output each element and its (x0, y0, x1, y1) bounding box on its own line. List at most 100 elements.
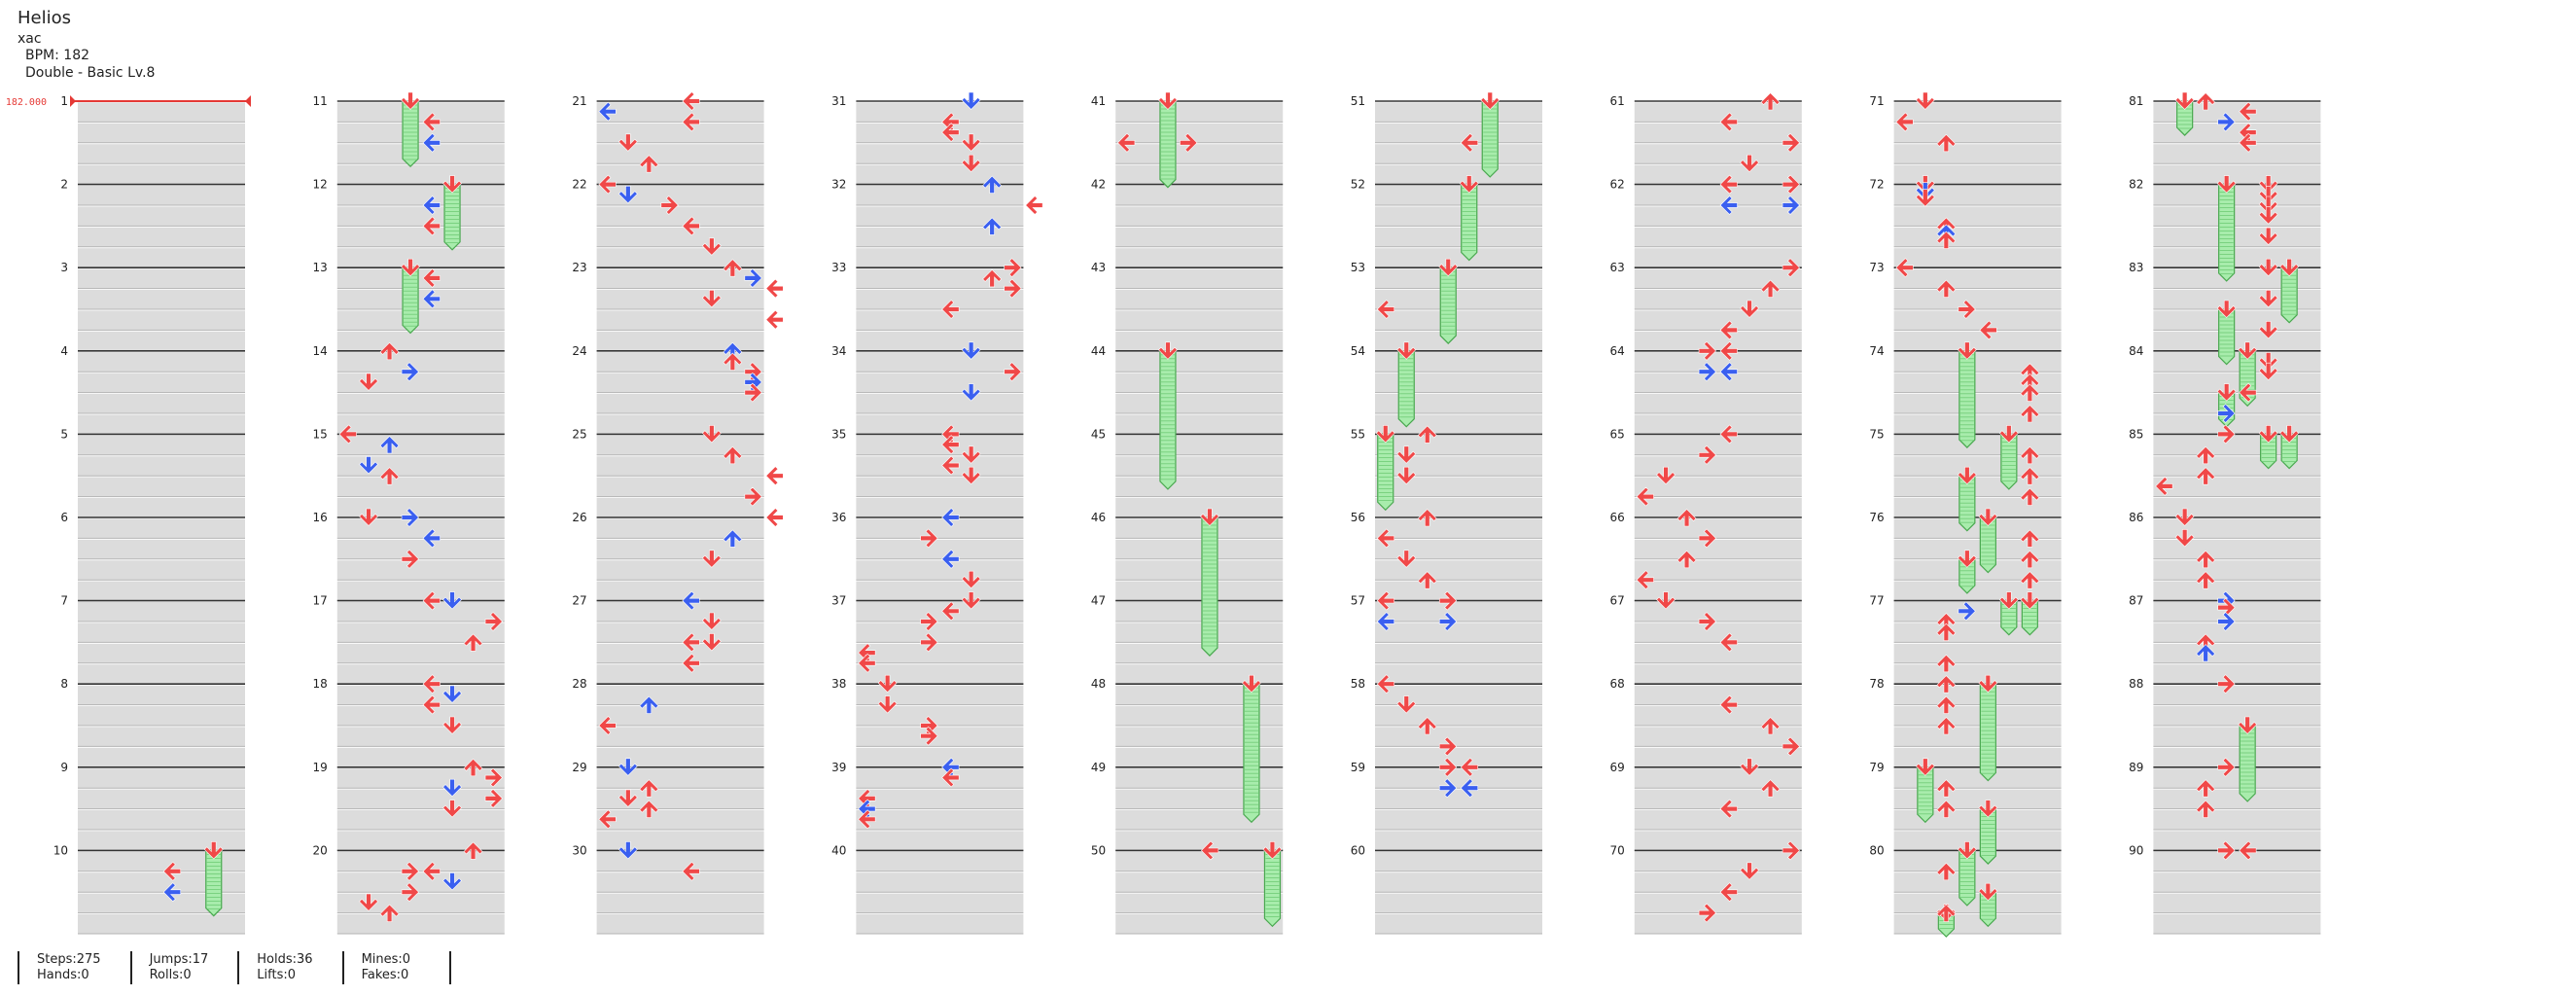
arrow-note-down (2258, 227, 2278, 246)
beat-band (1634, 914, 1802, 934)
arrow-note-left (598, 809, 617, 830)
beat-band (596, 914, 764, 934)
beat-band (78, 248, 245, 268)
measure-number: 77 (1869, 594, 1884, 608)
beat-band (1375, 706, 1542, 726)
beat-band (1634, 164, 1802, 185)
arrow-note-left (422, 528, 441, 549)
arrow-note-down (2258, 258, 2278, 277)
arrow-note-down (442, 591, 462, 610)
beat-band (1893, 498, 2062, 517)
beat-band (336, 102, 505, 123)
arrow-note-down (961, 445, 981, 464)
arrow-note-up (1936, 717, 1957, 735)
arrow-note-down (701, 550, 722, 568)
measure-number: 22 (572, 178, 586, 192)
beat-band (1115, 352, 1284, 373)
arrow-note-up (723, 259, 743, 277)
hold-head-arrow (2174, 91, 2195, 110)
beat-band (856, 560, 1024, 581)
beat-band (1115, 560, 1284, 581)
arrow-note-right (2217, 597, 2236, 618)
beat-band (1893, 518, 2062, 539)
beat-band (1634, 643, 1802, 663)
arrow-note-down (2258, 175, 2278, 194)
arrow-note-up (463, 633, 483, 652)
measure-number: 55 (1351, 427, 1365, 441)
beat-band (1634, 727, 1802, 747)
hold-head-arrow (1957, 841, 1977, 860)
measure-number: 30 (572, 843, 586, 857)
arrow-note-down (359, 508, 378, 526)
arrow-note-up (463, 841, 483, 860)
measure-number: 64 (1610, 344, 1625, 358)
arrow-note-left (1376, 612, 1395, 631)
beat-band (1375, 456, 1542, 477)
arrow-note-left (941, 112, 960, 132)
arrow-note-down (701, 633, 722, 652)
beat-band (2153, 227, 2321, 247)
beat-band (1893, 456, 2062, 477)
measure-number: 57 (1351, 594, 1365, 608)
arrow-note-up (1936, 654, 1957, 673)
arrow-note-down (1396, 695, 1417, 714)
hold-head-arrow (2216, 383, 2237, 402)
arrow-note-right (401, 861, 419, 881)
beat-band (336, 290, 505, 309)
arrow-note-left (1719, 694, 1738, 715)
beat-band (856, 747, 1024, 767)
arrow-note-left (2239, 123, 2257, 143)
beat-band (1375, 560, 1542, 581)
beat-band (1634, 331, 1802, 351)
arrow-note-up (2020, 550, 2040, 569)
measure-number: 65 (1610, 427, 1625, 441)
arrow-note-left (1719, 174, 1738, 195)
beat-band (1375, 789, 1542, 809)
beat-band (1634, 352, 1802, 373)
arrow-note-down (1915, 91, 1935, 110)
beat-band (1634, 622, 1802, 643)
beat-band (1893, 831, 2062, 851)
arrow-note-left (422, 674, 441, 694)
beat-band (1375, 914, 1542, 934)
hold-head-arrow (1998, 425, 2019, 444)
measure-number: 43 (1091, 261, 1106, 274)
hold-note (1958, 350, 1976, 448)
arrow-note-down (442, 716, 462, 734)
beat-band (1634, 248, 1802, 268)
hold-head-arrow (1158, 341, 1178, 360)
beat-band (336, 268, 505, 289)
measure-number: 87 (2129, 594, 2143, 608)
arrow-note-left (598, 101, 617, 122)
arrow-note-left (682, 590, 700, 611)
measure-number: 34 (831, 344, 846, 358)
arrow-note-right (1004, 278, 1022, 299)
measure-number: 3 (60, 261, 68, 274)
arrow-note-left (1376, 528, 1395, 549)
measure-number: 20 (313, 843, 328, 857)
arrow-note-up (723, 352, 743, 371)
beat-band (1634, 685, 1802, 705)
beat-band (1115, 706, 1284, 726)
arrow-note-up (463, 758, 483, 777)
beat-band (336, 643, 505, 663)
bpm-marker-value: 182.000 (6, 97, 47, 108)
beat-band (2153, 290, 2321, 309)
beat-band (2153, 810, 2321, 830)
arrow-note-down (618, 789, 638, 807)
arrow-note-right (744, 382, 762, 403)
beat-band (2153, 373, 2321, 393)
arrow-note-up (2020, 445, 2040, 465)
arrow-note-down (1656, 591, 1676, 610)
beat-band (78, 227, 245, 247)
arrow-note-left (941, 300, 960, 319)
beat-band (1893, 352, 2062, 373)
arrow-note-down (2258, 186, 2278, 204)
hold-head-arrow (1978, 800, 1998, 818)
beat-band (1893, 435, 2062, 455)
beat-band (1375, 622, 1542, 643)
beat-band (596, 268, 764, 289)
beat-band (1115, 414, 1284, 435)
beat-band (78, 186, 245, 205)
measure-number: 19 (313, 761, 328, 774)
